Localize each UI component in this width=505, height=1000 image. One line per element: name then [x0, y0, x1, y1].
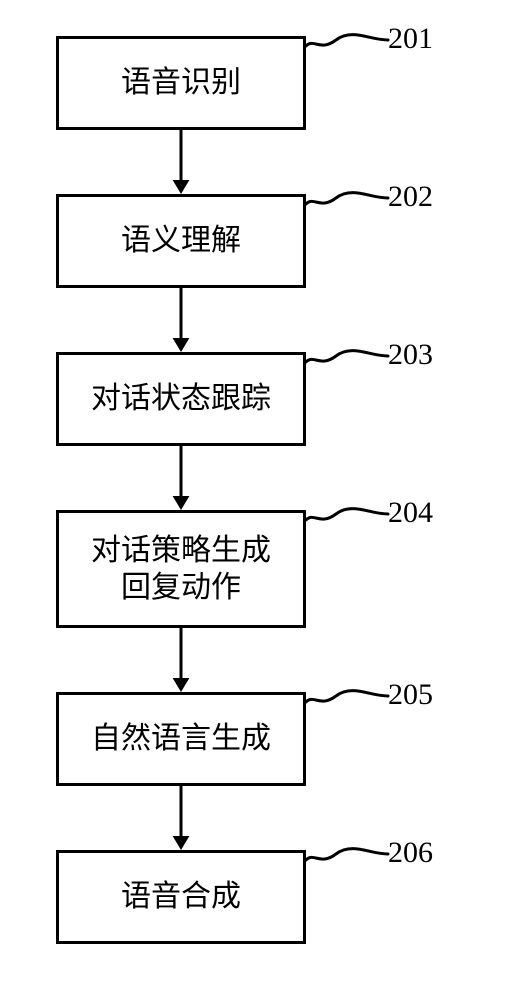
flow-node-3: 对话状态跟踪 [56, 352, 306, 446]
flow-node-5: 自然语言生成 [56, 692, 306, 786]
flow-node-4-text: 对话策略生成 回复动作 [91, 532, 271, 607]
flow-label-6: 206 [388, 836, 433, 870]
flow-node-3-text: 对话状态跟踪 [91, 380, 271, 418]
flow-label-3: 203 [388, 338, 433, 372]
flow-label-2: 202 [388, 180, 433, 214]
flow-node-2: 语义理解 [56, 194, 306, 288]
flow-node-5-text: 自然语言生成 [91, 720, 271, 758]
flow-node-6: 语音合成 [56, 850, 306, 944]
flowchart-canvas: 语音识别 语义理解 对话状态跟踪 对话策略生成 回复动作 自然语言生成 语音合成… [0, 0, 505, 1000]
flow-node-1: 语音识别 [56, 36, 306, 130]
flow-label-1: 201 [388, 22, 433, 56]
connectors-group [306, 35, 388, 860]
flow-node-1-text: 语音识别 [121, 64, 241, 102]
flow-label-5: 205 [388, 678, 433, 712]
flow-node-2-text: 语义理解 [121, 222, 241, 260]
flow-node-6-text: 语音合成 [121, 878, 241, 916]
flow-label-4: 204 [388, 496, 433, 530]
flow-node-4: 对话策略生成 回复动作 [56, 510, 306, 628]
